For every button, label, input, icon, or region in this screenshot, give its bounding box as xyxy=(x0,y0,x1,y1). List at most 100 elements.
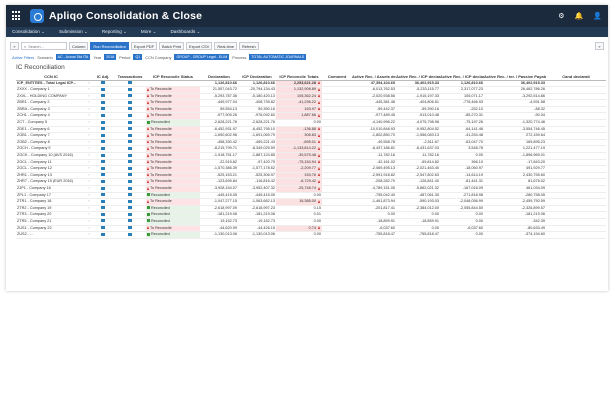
collapse-button[interactable]: « xyxy=(10,42,19,50)
column-header[interactable]: Cand declarati xyxy=(546,73,606,81)
transactions-icon[interactable] xyxy=(128,100,132,104)
transactions-icon[interactable] xyxy=(128,219,132,223)
transactions-icon[interactable] xyxy=(128,179,132,183)
transactions-icon[interactable] xyxy=(128,226,132,230)
column-header[interactable]: ICP Reconcile Status xyxy=(146,73,200,81)
transactions-icon[interactable] xyxy=(128,140,132,144)
table-row[interactable]: ZTR5 - Company 21 › Reconciled 19,152.73 -19… xyxy=(16,218,606,226)
column-header[interactable]: Active Rec. / ter. / Passive Payab... xyxy=(484,73,546,81)
adjustment-icon[interactable] xyxy=(101,140,105,144)
adjustment-icon[interactable] xyxy=(101,212,105,216)
app-grid-icon[interactable] xyxy=(12,11,22,21)
column-header[interactable]: ICP Reconcile Totals xyxy=(276,73,322,81)
adjustment-icon[interactable] xyxy=(101,173,105,177)
table-row[interactable]: ZHR1 - Company 13 › To Reconcile -525,153.2… xyxy=(16,172,606,180)
column-header[interactable] xyxy=(86,73,92,81)
transactions-icon[interactable] xyxy=(128,173,132,177)
adjustment-icon[interactable] xyxy=(101,219,105,223)
adjustment-icon[interactable] xyxy=(101,133,105,137)
table-row[interactable]: ZHR7 - Company 15 (EUR 2016) › To Reconcil… xyxy=(16,178,606,186)
adjustment-icon[interactable] xyxy=(101,232,105,236)
table-row[interactable]: ZGCL - Company 12 › To Reconcile -1,570,386… xyxy=(16,165,606,173)
column-header[interactable]: IC Adj. xyxy=(92,73,114,81)
menu-reporting[interactable]: Reporting ⌄ xyxy=(101,29,127,34)
column-header[interactable]: Transactions xyxy=(114,73,146,81)
period-chip[interactable]: Q1 xyxy=(133,54,143,60)
transactions-icon[interactable] xyxy=(128,94,132,98)
adjustment-icon[interactable] xyxy=(101,206,105,210)
settings-icon[interactable]: ⚙ xyxy=(558,13,565,20)
adjustment-icon[interactable] xyxy=(101,87,105,91)
column-header[interactable]: Declaration xyxy=(200,73,238,81)
transactions-icon[interactable] xyxy=(128,166,132,170)
adjustment-icon[interactable] xyxy=(101,94,105,98)
table-row[interactable]: ZXXL - HOLDING COMPANY › To Reconcile -5,29… xyxy=(16,93,606,101)
table-row[interactable]: ZTR2 - Company 19 › Reconciled -2,618,997.0… xyxy=(16,205,606,213)
export-csv-button[interactable]: Export CSV xyxy=(186,42,213,50)
table-row[interactable]: ZGCH - Company 9 › To Reconcile -8,215,799.… xyxy=(16,145,606,154)
ccn-chip[interactable]: GROUP - GROUP Legal - ELIM xyxy=(174,54,230,60)
table-row[interactable]: ZGCK - Company 10 (AVS 2016) › To Reconcil… xyxy=(16,152,606,160)
table-row[interactable]: ZTR1 - Company 18 › To Reconcile -1,047,277… xyxy=(16,198,606,206)
table-row[interactable]: ZPL1 - Company 17 › Reconciled -445,415.05-… xyxy=(16,192,606,200)
table-row[interactable]: ZDE1 - Company 6 › To Reconcile -6,452,931.… xyxy=(16,126,606,134)
export-pdf-button[interactable]: Export PDF xyxy=(130,42,157,50)
table-row[interactable]: ZBRA - Company 3 › To Reconcile 59,554.13 59… xyxy=(16,106,606,114)
table-row[interactable]: ZGCL - Company 11 › To Reconcile -22,915.82… xyxy=(16,159,606,167)
menu-submission[interactable]: Submission ⌄ xyxy=(58,29,88,34)
menu-more[interactable]: More ⌄ xyxy=(140,29,157,34)
real-time-button[interactable]: Real-time xyxy=(214,42,237,50)
transactions-icon[interactable] xyxy=(128,193,132,197)
search-input[interactable]: ⌕ Search... xyxy=(21,42,67,50)
scenario-chip[interactable]: AC - Actual Std ITA xyxy=(55,54,91,60)
bell-icon[interactable]: 🔔 xyxy=(574,13,584,20)
transactions-icon[interactable] xyxy=(128,81,132,84)
active-filters-label[interactable]: Active Filters xyxy=(12,54,35,60)
adjustment-icon[interactable] xyxy=(101,166,105,170)
column-header[interactable]: Comment xyxy=(322,73,352,81)
transactions-icon[interactable] xyxy=(128,127,132,131)
transactions-icon[interactable] xyxy=(128,232,132,236)
adjustment-icon[interactable] xyxy=(101,160,105,164)
table-row[interactable]: ZUS1 - Company 22 › To Reconcile -44,620.99… xyxy=(16,225,606,233)
table-row[interactable]: ICP_ENTITIES - Total Legal ICP... › 1,126,… xyxy=(16,80,606,88)
table-row[interactable]: ZCH1 - Company 4 › To Reconcile -977,905.26… xyxy=(16,112,606,121)
table-row[interactable]: ZTR3 - Company 20 › Reconciled -181,219.06-… xyxy=(16,211,606,219)
column-header[interactable]: CCN IC xyxy=(16,73,86,81)
table-row[interactable]: ZGB2 - Company 8 › To Reconcile -458,330.42… xyxy=(16,139,606,147)
transactions-icon[interactable] xyxy=(128,186,132,190)
table-row[interactable]: ZJP1 - Company 16 › To Reconcile -3,928,154… xyxy=(16,185,606,193)
adjustment-icon[interactable] xyxy=(101,81,105,84)
adjustment-icon[interactable] xyxy=(101,127,105,131)
transactions-icon[interactable] xyxy=(128,107,132,111)
transactions-icon[interactable] xyxy=(128,120,132,124)
menu-consolidation[interactable]: Consolidation ⌄ xyxy=(12,29,45,34)
adjustment-icon[interactable] xyxy=(101,100,105,104)
transactions-icon[interactable] xyxy=(128,199,132,203)
table-row[interactable]: ZBR1 - Company 2 › To Reconcile -449,977.04… xyxy=(16,99,606,107)
table-row[interactable]: ZGB1 - Company 7 › To Reconcile -1,690,602.… xyxy=(16,132,606,140)
year-chip[interactable]: 2018 xyxy=(104,54,117,60)
column-button[interactable]: Column xyxy=(69,42,89,50)
adjustment-icon[interactable] xyxy=(101,113,105,117)
adjustment-icon[interactable] xyxy=(101,107,105,111)
transactions-icon[interactable] xyxy=(128,160,132,164)
column-header[interactable]: Active Rec. / ICP declarati xyxy=(440,73,484,81)
column-header[interactable]: Active Rec. / ICP declarati xyxy=(396,73,440,81)
process-chip[interactable]: TOTAL AUTOMATIC JOURNALS xyxy=(249,54,307,60)
adjustment-icon[interactable] xyxy=(101,199,105,203)
refresh-button[interactable]: Refresh xyxy=(239,42,259,50)
adjustment-icon[interactable] xyxy=(101,146,105,150)
adjustment-icon[interactable] xyxy=(101,186,105,190)
transactions-icon[interactable] xyxy=(128,87,132,91)
transactions-icon[interactable] xyxy=(128,206,132,210)
user-icon[interactable]: 👤 xyxy=(593,13,602,20)
transactions-icon[interactable] xyxy=(128,146,132,150)
expand-button[interactable]: » xyxy=(595,42,604,50)
adjustment-icon[interactable] xyxy=(101,179,105,183)
transactions-icon[interactable] xyxy=(128,153,132,157)
adjustment-icon[interactable] xyxy=(101,153,105,157)
run-reconciliation-button[interactable]: Run Reconciliation xyxy=(90,42,129,50)
menu-dashboards[interactable]: Dashboards ⌄ xyxy=(170,29,201,34)
column-header[interactable]: ICP Declaration xyxy=(238,73,276,81)
